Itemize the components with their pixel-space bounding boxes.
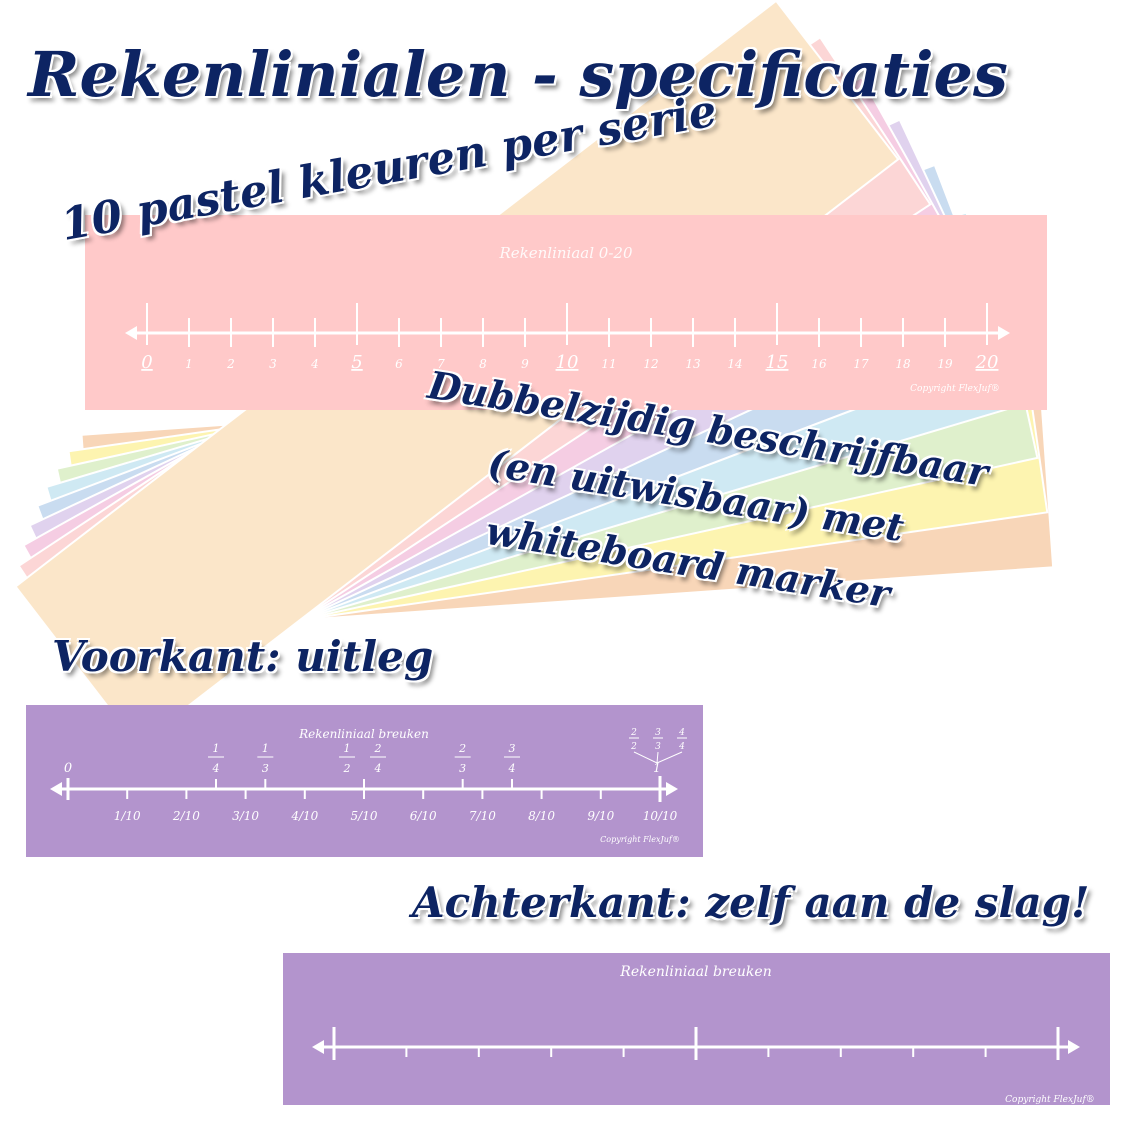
fraction-numerator: 1: [344, 742, 351, 755]
ruler-front-arrow-left: [50, 782, 62, 796]
ruler-0-20-label: 7: [437, 357, 445, 371]
fraction-denominator: 4: [508, 762, 516, 775]
ruler-back-title: Rekenliniaal breuken: [619, 964, 771, 980]
ruler-0-20-label: 2: [226, 357, 235, 371]
ruler-0-20-label: 1: [185, 357, 193, 371]
ruler-front-tenth-fraction: 10/10: [643, 809, 678, 823]
ruler-front-title: Rekenliniaal breuken: [298, 727, 429, 741]
ruler-0-20-label: 0: [141, 352, 152, 373]
ruler-0-20-label: 13: [685, 357, 701, 371]
ruler-0-20-label: 8: [479, 357, 487, 371]
ruler-0-20-label: 6: [395, 357, 403, 371]
ruler-front-tenth-fraction: 4/10: [290, 809, 318, 823]
ruler-front-tenth-fraction: 7/10: [469, 809, 496, 823]
fraction-denominator: 2: [343, 762, 351, 775]
fraction-numerator: 2: [458, 742, 466, 755]
page-title: Rekenlinialen - specificaties: [28, 38, 1008, 111]
fraction-denominator: 2: [630, 742, 637, 752]
ruler-front-tenth-fraction: 9/10: [587, 809, 614, 823]
ruler-back-copyright: Copyright FlexJuf®: [1005, 1095, 1095, 1105]
fraction-numerator: 1: [213, 742, 220, 755]
ruler-front-tenth-fraction: 3/10: [232, 809, 259, 823]
ruler-back-arrow-left: [312, 1040, 324, 1054]
ruler-0-20-label: 18: [895, 357, 911, 371]
ruler-0-20-label: 12: [643, 357, 658, 371]
ruler-front-tenth-fraction: 5/10: [351, 809, 378, 823]
ruler-front-start-label: 0: [64, 761, 72, 776]
ruler-0-20-title: Rekenliniaal 0-20: [498, 244, 632, 262]
pointer-arrow: [656, 751, 683, 764]
fraction-denominator: 3: [262, 762, 269, 775]
ruler-0-20-label: 5: [351, 352, 362, 373]
ruler-0-20-copyright: Copyright FlexJuf®: [910, 384, 1000, 394]
ruler-0-20-label: 17: [853, 357, 869, 371]
ruler-front-tenth-fraction: 6/10: [410, 809, 437, 823]
ruler-0-20-label: 4: [310, 357, 319, 371]
ruler-front-arrow-right: [666, 782, 678, 796]
fraction-numerator: 4: [678, 728, 685, 738]
fraction-numerator: 2: [374, 742, 382, 755]
pointer-arrow: [633, 751, 658, 764]
ruler-front-tenth-fraction: 2/10: [172, 809, 200, 823]
fraction-denominator: 4: [374, 762, 382, 775]
ruler-0-20-label: 20: [975, 352, 999, 373]
ruler-0-20-label: 3: [269, 357, 277, 371]
fraction-denominator: 4: [678, 742, 685, 752]
ruler-0-20-label: 10: [556, 352, 579, 373]
ruler-0-20-label: 16: [811, 357, 827, 371]
ruler-0-20-arrow-right: [998, 326, 1010, 340]
pointer-arrow: [656, 751, 659, 764]
ruler-front-tenth-fraction: 8/10: [528, 809, 555, 823]
fraction-numerator: 3: [655, 728, 661, 738]
ruler-0-20-arrow-left: [125, 326, 137, 340]
fraction-denominator: 3: [459, 762, 466, 775]
ruler-0-20-label: 11: [601, 357, 616, 371]
fraction-numerator: 3: [509, 742, 516, 755]
fraction-numerator: 1: [262, 742, 269, 755]
callout-front: Voorkant: uitleg: [52, 632, 434, 681]
ruler-front-copyright: Copyright FlexJuf®: [600, 835, 680, 844]
ruler-0-20-label: 14: [727, 357, 742, 371]
fraction-denominator: 3: [655, 742, 661, 752]
callout-back: Achterkant: zelf aan de slag!: [412, 878, 1090, 927]
ruler-front-end-label: 1: [653, 761, 661, 775]
ruler-0-20-label: 9: [521, 357, 529, 371]
ruler-front-tenth-fraction: 1/10: [114, 809, 141, 823]
fraction-numerator: 2: [630, 728, 637, 738]
ruler-back-arrow-right: [1068, 1040, 1080, 1054]
ruler-0-20-label: 19: [937, 357, 953, 371]
fraction-denominator: 4: [212, 762, 220, 775]
ruler-0-20-label: 15: [766, 352, 789, 373]
